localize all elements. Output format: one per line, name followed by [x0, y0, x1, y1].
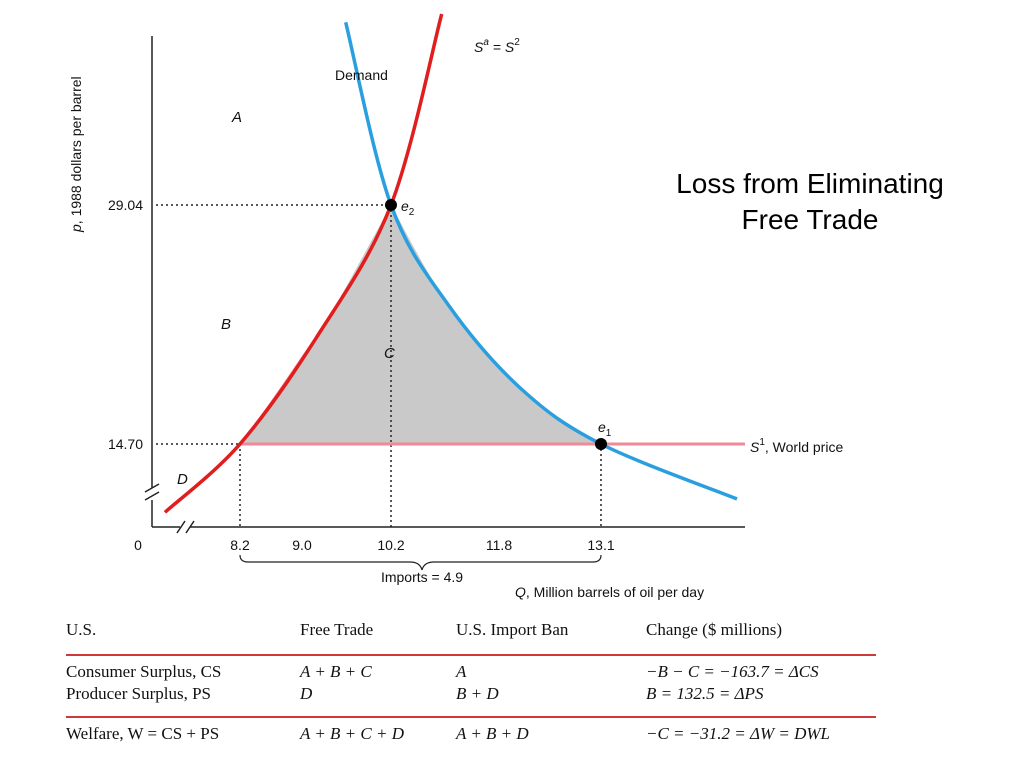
x-tick-11-8: 11.8 [486, 537, 512, 553]
table-header-free-trade: Free Trade [300, 620, 374, 639]
region-c-label: C [384, 345, 395, 362]
y-axis-break [144, 483, 160, 501]
region-d-label: D [177, 471, 188, 488]
e1-label-sub: 1 [606, 428, 612, 439]
x-tick-13-1: 13.1 [587, 537, 614, 553]
x-tick-8-2: 8.2 [230, 537, 250, 553]
y-axis-label-var: p [68, 224, 84, 233]
x-tick-9-0: 9.0 [292, 537, 312, 553]
supply-label: Sa = S2 [474, 37, 520, 55]
table-cell-free-trade: A + B + C + D [300, 724, 404, 743]
region-a-label: A [231, 109, 242, 126]
world-label-s: S [750, 439, 760, 455]
table-cell-import-ban: B + D [456, 684, 499, 703]
e1-label: e1 [598, 419, 612, 439]
e2-label-e: e [401, 198, 409, 214]
imports-label: Imports = 4.9 [381, 569, 463, 585]
imports-brace [239, 554, 602, 571]
demand-label: Demand [335, 67, 388, 83]
x-axis-label-var: Q [515, 584, 526, 600]
table-cell-free-trade: A + B + C [300, 662, 372, 681]
world-price-label: S1, World price [750, 437, 843, 455]
table-cell-import-ban: A + B + D [456, 724, 529, 743]
table-cell-label: Consumer Surplus, CS [66, 662, 222, 681]
y-tick-29-04: 29.04 [108, 197, 143, 213]
world-label-sup: 1 [759, 437, 765, 448]
y-axis-label: p, 1988 dollars per barrel [68, 76, 84, 233]
supply-label-mid: = S [489, 39, 515, 55]
table-cell-label: Welfare, W = CS + PS [66, 724, 220, 743]
e2-label-sub: 2 [409, 207, 415, 218]
x-tick-10-2: 10.2 [377, 537, 404, 553]
chart: 29.04 14.70 0 8.2 9.0 10.2 11.8 13.1 Q, … [68, 13, 843, 600]
slide-title-line1: Loss from Eliminating [676, 168, 944, 199]
table-row: Welfare, W = CS + PS A + B + C + D A + B… [66, 724, 876, 746]
table-cell-label: Producer Surplus, PS [66, 684, 211, 703]
y-tick-14-70: 14.70 [108, 436, 143, 452]
table-header-row: U.S. Free Trade U.S. Import Ban Change (… [66, 620, 876, 642]
x-axis-label: Q, Million barrels of oil per day [515, 584, 704, 600]
table-row: Producer Surplus, PS D B + D B = 132.5 =… [66, 684, 876, 706]
supply-label-sup2: 2 [514, 37, 520, 48]
table-rule-mid [66, 716, 876, 718]
slide-title-line2: Free Trade [741, 204, 879, 235]
x-axis-break [176, 520, 195, 534]
supply-curve [163, 13, 444, 514]
e1-label-e: e [598, 419, 606, 435]
e2-label: e2 [401, 198, 415, 218]
table-row: Consumer Surplus, CS A + B + C A −B − C … [66, 662, 876, 684]
table-rule-top [66, 654, 876, 656]
x-axis-label-text: , Million barrels of oil per day [526, 584, 704, 600]
welfare-table: U.S. Free Trade U.S. Import Ban Change (… [66, 620, 876, 746]
supply-label-s: S [474, 39, 484, 55]
demand-curve [344, 21, 738, 501]
region-c-shading [240, 205, 601, 444]
y-axis-label-text: , 1988 dollars per barrel [68, 76, 84, 224]
supply-label-sup1: a [483, 37, 489, 48]
region-b-label: B [221, 316, 231, 333]
equilibrium-e1 [595, 438, 607, 450]
table-cell-free-trade: D [300, 684, 313, 703]
table-cell-change: −C = −31.2 = ΔW = DWL [646, 724, 830, 743]
table-cell-change: −B − C = −163.7 = ΔCS [646, 662, 819, 681]
slide-title: Loss from Eliminating Free Trade [600, 166, 1020, 238]
table-header-change: Change ($ millions) [646, 620, 782, 639]
table-header-us: U.S. [66, 620, 97, 639]
equilibrium-e2 [385, 199, 397, 211]
world-label-rest: , World price [765, 439, 844, 455]
table-header-import-ban: U.S. Import Ban [456, 620, 569, 639]
x-tick-origin: 0 [134, 537, 142, 553]
table-cell-import-ban: A [456, 662, 467, 681]
table-cell-change: B = 132.5 = ΔPS [646, 684, 764, 703]
